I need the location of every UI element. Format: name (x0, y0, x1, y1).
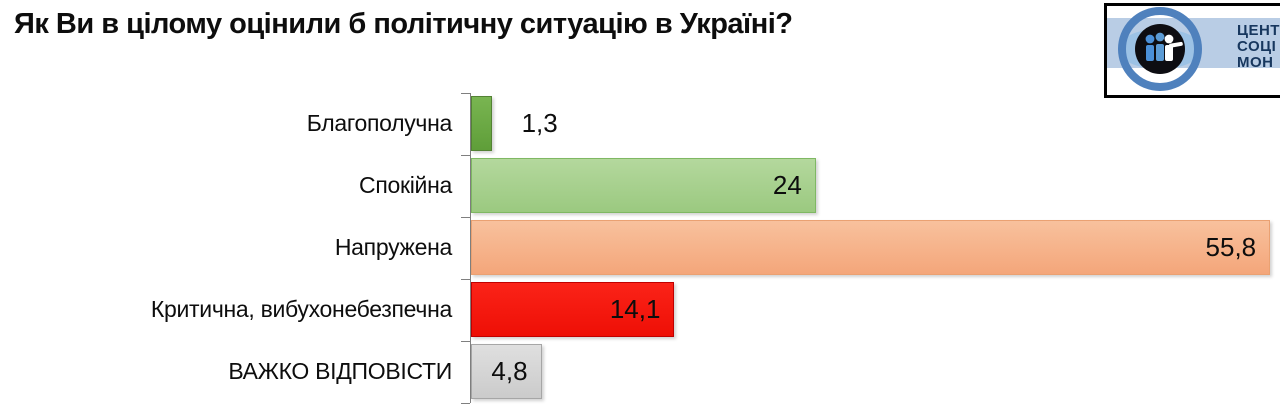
axis-tick (461, 341, 470, 342)
people-eye-logo-icon (1118, 7, 1202, 91)
bar-row-krytychna: Критична, вибухонебезпечна 14,1 (0, 279, 1280, 341)
category-label: ВАЖКО ВІДПОВІСТИ (228, 358, 452, 384)
bar-napruzhena (471, 220, 1271, 275)
value-label: 14,1 (609, 294, 661, 324)
axis-tick (461, 217, 470, 218)
bar-chart: Благополучна 1,3 Спокійна 24 Напружена 5… (0, 93, 1280, 404)
logo-text-line-2: СОЦІ (1237, 38, 1277, 55)
category-label: Напружена (334, 234, 452, 260)
bar-vazhko-vidpovisty (471, 344, 542, 399)
value-label: 1,3 (521, 108, 558, 138)
category-axis-line (470, 93, 471, 403)
value-label: 24 (772, 170, 802, 200)
category-label: Критична, вибухонебезпечна (150, 296, 452, 322)
bar-row-vazhko-vidpovisty: ВАЖКО ВІДПОВІСТИ 4,8 (0, 341, 1280, 403)
category-label: Спокійна (359, 172, 452, 198)
axis-tick (461, 279, 470, 280)
bar-krytychna (471, 282, 675, 337)
logo-text-line-1: ЦЕНТ (1237, 22, 1280, 39)
bar-spokiina (471, 158, 816, 213)
value-label: 55,8 (1205, 232, 1257, 262)
org-logo: ЦЕНТ СОЦІ МОН (1104, 3, 1280, 98)
axis-tick (461, 93, 470, 94)
logo-text: ЦЕНТ СОЦІ МОН (1237, 23, 1280, 71)
axis-tick (461, 403, 470, 404)
category-label: Благополучна (306, 110, 453, 136)
axis-tick (461, 155, 470, 156)
value-label: 4,8 (491, 356, 528, 386)
logo-text-line-3: МОН (1237, 54, 1274, 71)
bar-row-spokiina: Спокійна 24 (0, 155, 1280, 217)
bar-blahopoluchna (471, 96, 492, 151)
bar-row-napruzhena: Напружена 55,8 (0, 217, 1280, 279)
page-title: Як Ви в цілому оцінили б політичну ситуа… (14, 8, 793, 40)
bar-row-blahopoluchna: Благополучна 1,3 (0, 93, 1280, 155)
